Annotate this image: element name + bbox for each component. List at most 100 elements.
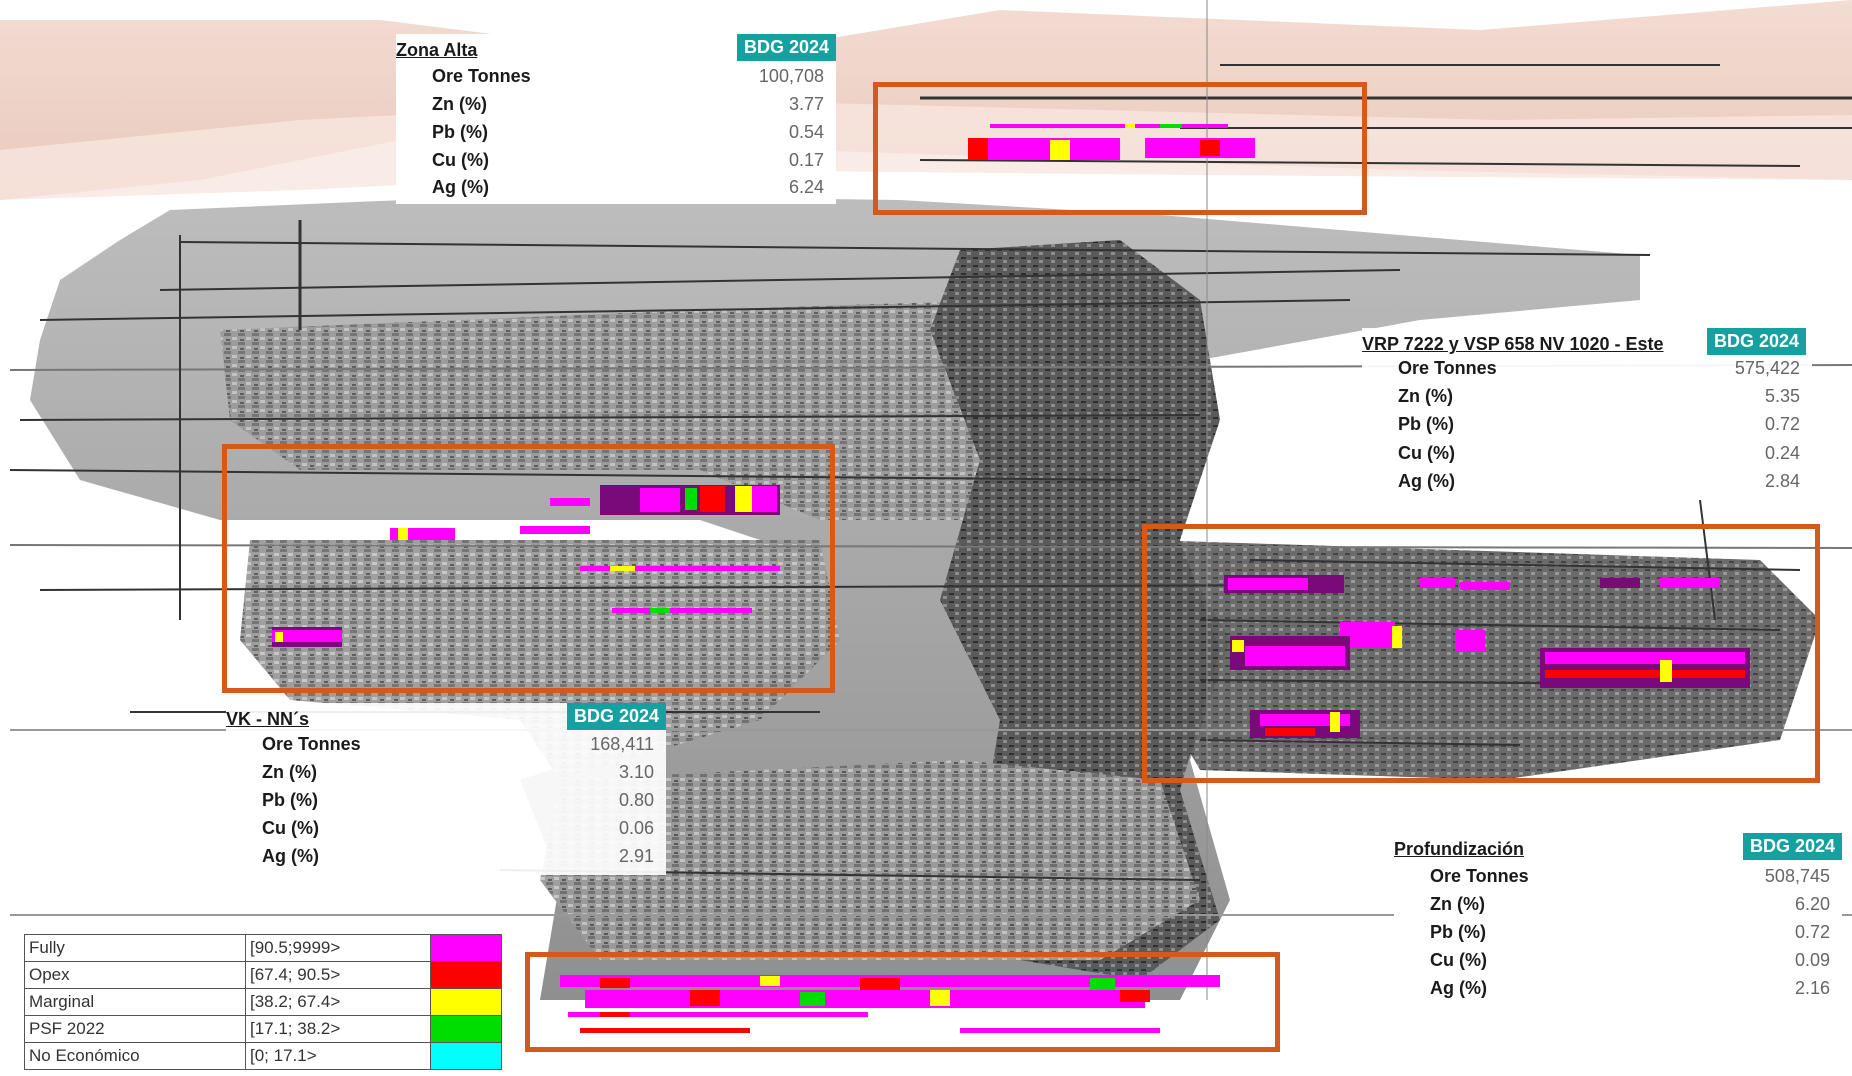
zone-outline-zona-alta: [873, 82, 1367, 215]
stat-label: Zn (%): [262, 762, 317, 782]
drift-lines: [9, 0, 1852, 1000]
zone-title: Profundización: [1394, 839, 1524, 859]
zone-outline-este: [1142, 524, 1820, 783]
stat-label: Pb (%): [1430, 922, 1486, 942]
stat-row: Ore Tonnes 168,411: [226, 734, 666, 762]
stat-row: Ag (%) 2.16: [1394, 978, 1842, 1006]
legend-row: Marginal [38.2; 67.4>: [24, 988, 502, 1016]
stat-row: Cu (%) 0.17: [396, 150, 836, 178]
legend-swatch: [430, 961, 502, 989]
stat-value: 0.09: [1794, 950, 1830, 970]
stat-row: Zn (%) 5.35: [1362, 386, 1812, 414]
stat-value: 2.91: [618, 846, 654, 866]
zone-outline-profundizacion: [525, 952, 1280, 1052]
bdg-badge: BDG 2024: [1742, 833, 1842, 860]
stat-label: Pb (%): [1398, 414, 1454, 434]
legend-name: No Económico: [24, 1042, 246, 1070]
stat-label: Ag (%): [1398, 471, 1455, 491]
legend-range: [38.2; 67.4>: [245, 988, 431, 1016]
stat-value: 3.77: [788, 94, 824, 114]
stat-label: Ore Tonnes: [1430, 866, 1529, 886]
stat-label: Zn (%): [1430, 894, 1485, 914]
stat-value: 6.20: [1794, 894, 1830, 914]
stat-row: Cu (%) 0.09: [1394, 950, 1842, 978]
stat-label: Ore Tonnes: [262, 734, 361, 754]
stat-value: 0.54: [788, 122, 824, 142]
legend-range: [17.1; 38.2>: [245, 1015, 431, 1043]
stat-row: Ore Tonnes 100,708: [396, 66, 836, 94]
stats-table-profundizacion: Profundización BDG 2024 Ore Tonnes 508,74…: [1394, 833, 1842, 1008]
stat-label: Ag (%): [262, 846, 319, 866]
stat-value: 508,745: [1764, 866, 1830, 886]
stat-row: Zn (%) 6.20: [1394, 894, 1842, 922]
stat-label: Zn (%): [1398, 386, 1453, 406]
stat-row: Zn (%) 3.77: [396, 94, 836, 122]
legend-swatch: [430, 988, 502, 1016]
stat-row: Ore Tonnes 508,745: [1394, 866, 1842, 894]
legend-row: Fully [90.5;9999>: [24, 934, 502, 962]
stat-row: Cu (%) 0.06: [226, 818, 666, 846]
stat-value: 575,422: [1734, 358, 1800, 378]
stat-label: Cu (%): [1398, 443, 1455, 463]
stats-table-zona-alta: Zona Alta BDG 2024 Ore Tonnes 100,708 Zn …: [396, 34, 836, 204]
stat-label: Cu (%): [1430, 950, 1487, 970]
stat-label: Ag (%): [1430, 978, 1487, 998]
stat-row: Pb (%) 0.72: [1394, 922, 1842, 950]
stat-value: 0.72: [1794, 922, 1830, 942]
stat-label: Ag (%): [432, 177, 489, 197]
zone-title: VRP 7222 y VSP 658 NV 1020 - Este: [1362, 334, 1664, 354]
stats-table-este: VRP 7222 y VSP 658 NV 1020 - Este BDG 20…: [1362, 328, 1812, 496]
legend-swatch: [430, 1015, 502, 1043]
rock-mass: [30, 195, 1820, 1000]
stat-value: 100,708: [758, 66, 824, 86]
legend-range: [0; 17.1>: [245, 1042, 431, 1070]
stat-row: Ag (%) 2.84: [1362, 471, 1812, 499]
stat-value: 3.10: [618, 762, 654, 782]
legend-range: [67.4; 90.5>: [245, 961, 431, 989]
stats-table-vk: VK - NN´s BDG 2024 Ore Tonnes 168,411 Zn …: [226, 703, 666, 875]
legend-swatch: [430, 1042, 502, 1070]
stat-value: 6.24: [788, 177, 824, 197]
stat-value: 168,411: [590, 734, 654, 754]
ore-blocks-vk: [272, 485, 780, 647]
stat-value: 0.17: [788, 150, 824, 170]
stat-label: Ore Tonnes: [1398, 358, 1497, 378]
ore-blocks-zona-alta: [968, 124, 1255, 160]
stat-value: 0.24: [1764, 443, 1800, 463]
stat-value: 0.06: [618, 818, 654, 838]
legend-range: [90.5;9999>: [245, 934, 431, 962]
stat-label: Pb (%): [432, 122, 488, 142]
legend-name: Opex: [24, 961, 246, 989]
zone-title: VK - NN´s: [226, 709, 310, 729]
stat-value: 0.72: [1764, 414, 1800, 434]
stat-row: Cu (%) 0.24: [1362, 443, 1812, 471]
bdg-badge: BDG 2024: [1706, 328, 1806, 355]
legend-name: PSF 2022: [24, 1015, 246, 1043]
zone-outline-vk: [222, 444, 835, 693]
legend-row: Opex [67.4; 90.5>: [24, 961, 502, 989]
stat-row: Pb (%) 0.72: [1362, 414, 1812, 442]
zone-title: Zona Alta: [396, 40, 478, 60]
bdg-badge: BDG 2024: [566, 703, 666, 730]
category-legend: Fully [90.5;9999> Opex [67.4; 90.5> Marg…: [24, 934, 502, 1070]
legend-row: PSF 2022 [17.1; 38.2>: [24, 1015, 502, 1043]
stat-row: Pb (%) 0.80: [226, 790, 666, 818]
stat-value: 5.35: [1764, 386, 1800, 406]
stat-value: 2.84: [1764, 471, 1800, 491]
stat-label: Ore Tonnes: [432, 66, 531, 86]
stat-row: Ore Tonnes 575,422: [1362, 358, 1812, 386]
stat-row: Ag (%) 6.24: [396, 177, 836, 205]
legend-name: Fully: [24, 934, 246, 962]
stat-row: Zn (%) 3.10: [226, 762, 666, 790]
stat-value: 2.16: [1794, 978, 1830, 998]
legend-row: No Económico [0; 17.1>: [24, 1042, 502, 1070]
stat-label: Zn (%): [432, 94, 487, 114]
ore-blocks-este: [1224, 575, 1750, 738]
stat-value: 0.80: [618, 790, 654, 810]
bdg-badge: BDG 2024: [736, 34, 836, 61]
legend-name: Marginal: [24, 988, 246, 1016]
legend-swatch: [430, 934, 502, 962]
stat-label: Pb (%): [262, 790, 318, 810]
